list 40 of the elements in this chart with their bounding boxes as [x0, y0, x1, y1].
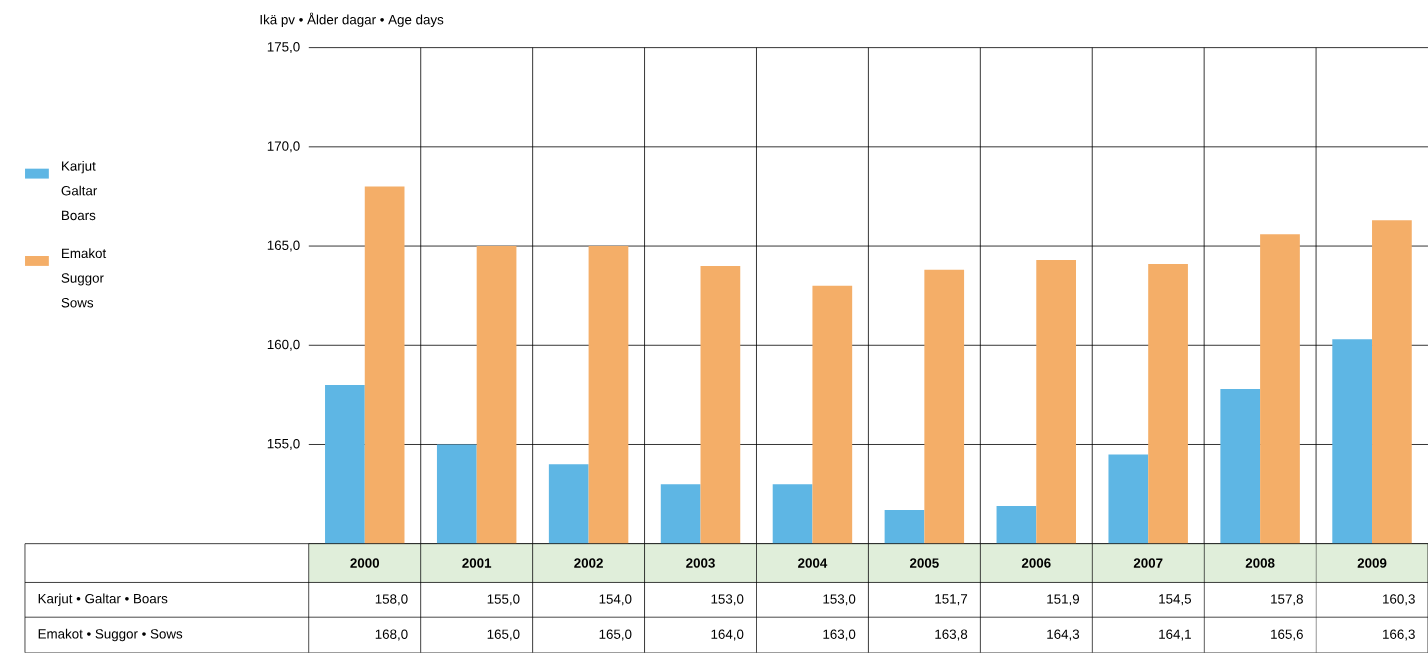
y-axis-title: Ikä pv • Ålder dagar • Age days — [260, 12, 444, 28]
x-tick-label: 2000 — [350, 558, 380, 568]
y-tick-label: 175,0 — [267, 42, 300, 54]
y-tick-label: 170,0 — [267, 141, 300, 153]
data-label: 158,0 — [375, 594, 408, 606]
data-label: 153,0 — [823, 594, 856, 606]
data-label: 157,8 — [1271, 594, 1303, 606]
text: Karjut • Galtar • Boars — [38, 593, 168, 607]
data-label: 164,1 — [1159, 629, 1191, 641]
data-label: 164,3 — [1047, 629, 1080, 641]
data-label: 153,0 — [711, 594, 744, 606]
y-tick-label: 165,0 — [267, 240, 300, 252]
x-tick-label: 2007 — [1133, 558, 1163, 568]
data-label: 165,0 — [599, 629, 632, 641]
x-tick-label: 2004 — [798, 558, 828, 568]
data-label: 164,0 — [711, 629, 744, 641]
x-tick-label: 2001 — [462, 558, 492, 568]
x-tick-label: 2008 — [1245, 558, 1275, 568]
data-label: 151,9 — [1047, 594, 1080, 606]
data-label: 168,0 — [375, 629, 408, 641]
x-tick-label: 2006 — [1021, 558, 1051, 568]
y-tick-label: 160,0 — [267, 339, 300, 351]
data-label: 165,6 — [1271, 629, 1303, 641]
x-tick-label: 2002 — [574, 558, 603, 568]
data-label: 154,5 — [1159, 594, 1192, 606]
data-label: 154,0 — [599, 594, 632, 606]
data-label: 166,3 — [1383, 629, 1415, 641]
text: Emakot • Suggor • Sows — [38, 628, 183, 642]
data-label: 163,0 — [823, 629, 856, 641]
data-label: 151,7 — [935, 594, 968, 606]
data-label: 155,0 — [487, 594, 520, 606]
data-label: 163,8 — [935, 629, 968, 641]
x-tick-label: 2005 — [909, 558, 939, 568]
data-label: 165,0 — [487, 629, 520, 641]
x-tick-label: 2009 — [1357, 558, 1387, 568]
data-label: 160,3 — [1383, 594, 1415, 606]
x-tick-label: 2003 — [686, 558, 715, 568]
legend-label: Karjut Galtar Boars — [61, 160, 98, 221]
y-tick-label: 155,0 — [267, 439, 300, 451]
legend-label: Emakot Suggor Sows — [61, 248, 107, 308]
